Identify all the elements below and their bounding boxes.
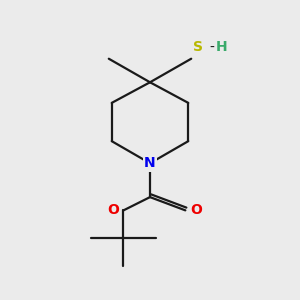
Text: H: H bbox=[215, 40, 227, 54]
Text: O: O bbox=[107, 203, 119, 218]
Text: S: S bbox=[193, 40, 203, 54]
Text: -: - bbox=[209, 41, 214, 55]
Text: N: N bbox=[144, 156, 156, 170]
Text: O: O bbox=[190, 203, 202, 218]
